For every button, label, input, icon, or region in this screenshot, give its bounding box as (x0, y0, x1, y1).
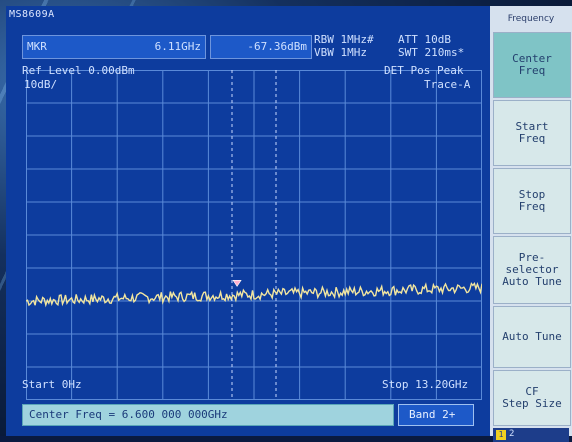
trace-a-line (25, 281, 483, 308)
marker-level-field: -67.36dBm (210, 35, 312, 59)
softkey-menu-title: Frequency (507, 14, 555, 24)
stop-frequency-label: Stop 13.20GHz (382, 378, 469, 391)
page-1-indicator: 1 (496, 430, 506, 440)
rbw-label: RBW 1MHz# (314, 33, 374, 46)
graticule (25, 70, 483, 400)
preselector-auto-tune-softkey[interactable]: Pre- selector Auto Tune (493, 236, 571, 304)
auto-tune-softkey[interactable]: Auto Tune (493, 306, 571, 368)
marker-frequency-value: 6.11GHz (154, 40, 201, 53)
softkey-panel: Frequency Center Freq Start Freq Stop Fr… (490, 6, 572, 442)
model-label: MS8609A (9, 9, 55, 20)
marker-label: MKR (27, 40, 47, 53)
marker-level-value: -67.36dBm (247, 40, 307, 53)
start-frequency-label: Start 0Hz (22, 378, 82, 391)
stop-freq-softkey[interactable]: Stop Freq (493, 168, 571, 234)
band-indicator: Band 2+ (398, 404, 474, 426)
attenuation-label: ATT 10dB (398, 33, 451, 46)
analyzer-screen: MS8609A MKR 6.11GHz -67.36dBm RBW 1MHz# … (6, 6, 492, 436)
page-2-indicator: 2 (509, 429, 515, 439)
center-freq-softkey[interactable]: Center Freq (493, 32, 571, 98)
sweep-time-label: SWT 210ms* (398, 46, 465, 59)
reference-level: Ref Level 0.00dBm (22, 64, 135, 77)
trace-display (25, 70, 483, 400)
band-label: Band 2+ (409, 408, 456, 421)
cf-step-size-softkey[interactable]: CF Step Size (493, 370, 571, 426)
start-freq-softkey[interactable]: Start Freq (493, 100, 571, 166)
vbw-label: VBW 1MHz (314, 46, 367, 59)
detector-label: DET Pos Peak (384, 64, 464, 77)
marker-triangle (232, 279, 242, 287)
status-message: Center Freq = 6.600 000 000GHz (29, 408, 228, 421)
page-indicator: 1 2 (493, 428, 569, 442)
trace-label: Trace-A (424, 78, 471, 91)
marker-frequency-field: MKR 6.11GHz (22, 35, 206, 59)
status-bar: Center Freq = 6.600 000 000GHz (22, 404, 394, 426)
scale-label: 10dB/ (24, 78, 58, 91)
